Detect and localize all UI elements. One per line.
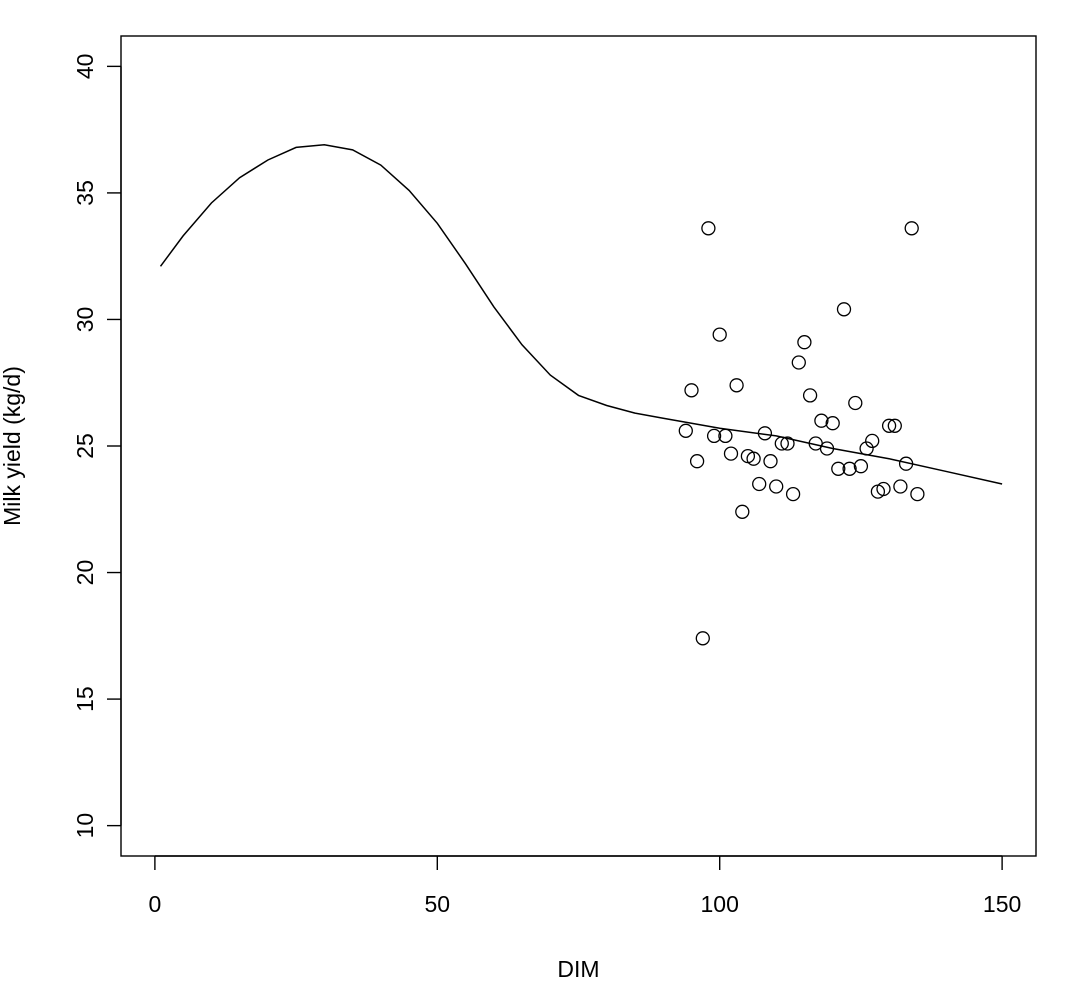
x-axis-label: DIM [557,956,599,982]
data-point [887,418,902,433]
data-point [701,221,716,236]
data-point [780,436,795,451]
data-point [831,461,846,476]
y-tick-label: 10 [72,813,98,839]
data-point [689,454,705,469]
y-tick-label: 30 [72,307,98,333]
data-point [752,476,767,492]
data-point [684,383,699,398]
data-point [802,388,818,403]
x-axis: 0 50 100 150 [148,855,1021,917]
y-axis: 10 15 20 25 30 35 40 [72,54,122,839]
data-point [853,459,869,474]
data-point [814,413,829,428]
data-point [881,418,897,433]
data-point [791,355,806,370]
data-point [904,221,919,236]
data-point [876,481,891,497]
data-point [797,335,812,350]
x-tick-label: 100 [701,891,739,917]
data-point [729,378,744,393]
y-tick-label: 15 [72,686,98,712]
data-point [723,446,739,461]
data-point [836,302,852,317]
data-point [769,479,784,494]
data-point [865,433,880,449]
data-point [706,428,722,444]
data-point [825,416,840,431]
y-tick-label: 35 [72,180,98,206]
data-point [842,461,857,476]
data-point [735,504,750,519]
data-point [763,454,778,469]
data-point [712,327,727,342]
data-point [695,631,710,646]
x-tick-label: 150 [983,891,1021,917]
y-tick-label: 25 [72,433,98,459]
x-tick-label: 0 [148,891,161,917]
data-point [910,486,925,502]
data-point [893,479,908,494]
data-point [678,423,693,438]
series-layer [159,144,1003,646]
plot-frame [120,35,1037,857]
data-point [774,436,789,451]
data-point [746,451,761,466]
y-axis-label: Milk yield (kg/d) [0,366,25,526]
y-tick-label: 20 [72,560,98,586]
y-tick-label: 40 [72,54,98,80]
data-point [785,486,801,502]
fitted-curve [159,144,1003,485]
data-point [848,395,863,411]
x-tick-label: 50 [424,891,450,917]
